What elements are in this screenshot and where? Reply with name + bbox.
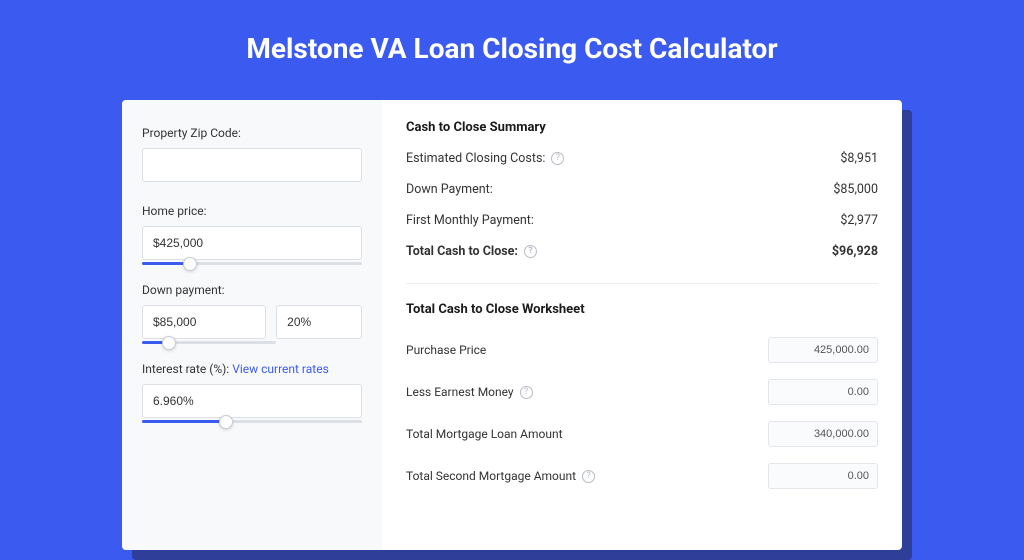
worksheet-row: Total Mortgage Loan Amount [406,421,878,447]
worksheet-row-label-text: Less Earnest Money [406,385,514,399]
summary-row-label: Total Cash to Close:? [406,244,537,259]
calculator-card: Property Zip Code: Home price: Down paym… [122,100,902,550]
worksheet-row: Total Second Mortgage Amount? [406,463,878,489]
summary-row-value: $8,951 [840,151,878,166]
worksheet-section: Total Cash to Close Worksheet Purchase P… [406,302,878,489]
worksheet-value-input[interactable] [768,379,878,405]
help-icon[interactable]: ? [582,470,595,483]
interest-slider-thumb[interactable] [219,415,233,429]
summary-row: First Monthly Payment: $2,977 [406,213,878,228]
summary-row-label-text: First Monthly Payment: [406,213,534,228]
worksheet-value-input[interactable] [768,421,878,447]
worksheet-row-label: Purchase Price [406,343,486,357]
down-payment-slider-thumb[interactable] [162,336,176,350]
down-payment-label: Down payment: [142,283,362,297]
interest-field-group: Interest rate (%): View current rates [142,362,362,423]
summary-row: Down Payment: $85,000 [406,182,878,197]
worksheet-row-label-text: Total Mortgage Loan Amount [406,427,563,441]
summary-row: Estimated Closing Costs:? $8,951 [406,151,878,166]
help-icon[interactable]: ? [520,386,533,399]
summary-row-value: $96,928 [832,244,878,259]
interest-input[interactable] [142,384,362,418]
interest-label: Interest rate (%): View current rates [142,362,362,376]
worksheet-row-label-text: Purchase Price [406,343,486,357]
summary-section: Cash to Close Summary Estimated Closing … [406,120,878,284]
worksheet-row-label: Total Mortgage Loan Amount [406,427,563,441]
help-icon[interactable]: ? [524,245,537,258]
worksheet-row-label-text: Total Second Mortgage Amount [406,469,576,483]
home-price-slider-thumb[interactable] [183,257,197,271]
summary-row-value: $85,000 [833,182,878,197]
home-price-label: Home price: [142,204,362,218]
worksheet-row-label: Less Earnest Money? [406,385,533,399]
summary-row-label: Estimated Closing Costs:? [406,151,564,166]
worksheet-title: Total Cash to Close Worksheet [406,302,878,317]
worksheet-row: Purchase Price [406,337,878,363]
interest-label-text: Interest rate (%): [142,362,229,376]
view-rates-link[interactable]: View current rates [232,362,329,376]
home-price-slider[interactable] [142,262,362,265]
summary-row: Total Cash to Close:? $96,928 [406,244,878,259]
worksheet-row: Less Earnest Money? [406,379,878,405]
results-panel: Cash to Close Summary Estimated Closing … [382,100,902,550]
page-title: Melstone VA Loan Closing Cost Calculator [0,0,1024,89]
zip-input[interactable] [142,148,362,182]
worksheet-value-input[interactable] [768,463,878,489]
zip-label: Property Zip Code: [142,126,362,140]
interest-slider-fill [142,420,226,423]
summary-row-label: First Monthly Payment: [406,213,534,228]
worksheet-value-input[interactable] [768,337,878,363]
summary-row-value: $2,977 [840,213,878,228]
down-payment-two-col [142,305,362,343]
summary-row-label-text: Down Payment: [406,182,493,197]
summary-title: Cash to Close Summary [406,120,878,135]
down-payment-input[interactable] [142,305,266,339]
home-price-field-group: Home price: [142,204,362,265]
down-payment-pct-input[interactable] [276,305,362,339]
summary-row-label: Down Payment: [406,182,493,197]
summary-row-label-text: Estimated Closing Costs: [406,151,545,166]
interest-slider[interactable] [142,420,362,423]
zip-field-group: Property Zip Code: [142,126,362,186]
help-icon[interactable]: ? [551,152,564,165]
summary-row-label-text: Total Cash to Close: [406,244,518,259]
worksheet-row-label: Total Second Mortgage Amount? [406,469,595,483]
home-price-input[interactable] [142,226,362,260]
down-payment-slider[interactable] [142,341,276,344]
inputs-panel: Property Zip Code: Home price: Down paym… [122,100,382,550]
down-payment-field-group: Down payment: [142,283,362,344]
